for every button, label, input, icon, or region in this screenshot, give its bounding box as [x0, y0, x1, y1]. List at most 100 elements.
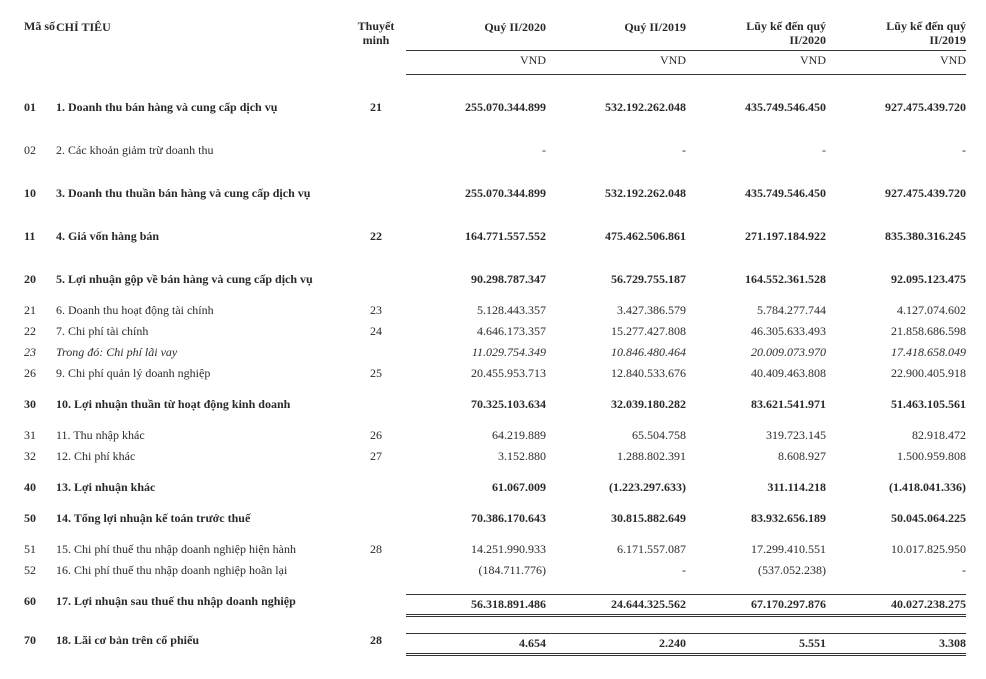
cell-v2: 15.277.427.808 [546, 321, 686, 342]
hdr-q2-2020: Quý II/2020 [406, 20, 546, 50]
cell-v2: 1.288.802.391 [546, 446, 686, 467]
cell-v1: 14.251.990.933 [406, 539, 546, 560]
cell-chi-tieu: 5. Lợi nhuận gộp về bán hàng và cung cấp… [56, 269, 346, 290]
cell-v3: 46.305.633.493 [686, 321, 826, 342]
cell-tm: 25 [346, 363, 406, 384]
cell-chi-tieu: 15. Chi phí thuế thu nhập doanh nghiệp h… [56, 539, 346, 560]
cell-v3: 435.749.546.450 [686, 97, 826, 118]
cell-ms: 26 [24, 363, 56, 384]
cell-v1: 61.067.009 [406, 477, 546, 498]
cell-ms: 32 [24, 446, 56, 467]
cell-ms: 11 [24, 226, 56, 247]
cell-chi-tieu: 13. Lợi nhuận khác [56, 477, 346, 498]
cell-v1: 5.128.443.357 [406, 300, 546, 321]
hdr-ytd-2020-l1: Lũy kế đến quý [746, 19, 826, 33]
cell-v2: 3.427.386.579 [546, 300, 686, 321]
cell-ms: 52 [24, 560, 56, 581]
table-row: 6017. Lợi nhuận sau thuế thu nhập doanh … [24, 591, 966, 620]
cell-chi-tieu: 6. Doanh thu hoạt động tài chính [56, 300, 346, 321]
cell-v3: 319.723.145 [686, 425, 826, 446]
cell-tm: 22 [346, 226, 406, 247]
cell-v4: 4.127.074.602 [826, 300, 966, 321]
table-row: 3212. Chi phí khác273.152.8801.288.802.3… [24, 446, 966, 467]
cell-v2: 32.039.180.282 [546, 394, 686, 415]
cell-ms: 02 [24, 140, 56, 161]
table-row: 5014. Tổng lợi nhuận kế toán trước thuế7… [24, 508, 966, 529]
cell-v4: - [826, 140, 966, 161]
cell-v2: 532.192.262.048 [546, 183, 686, 204]
cell-v2: 6.171.557.087 [546, 539, 686, 560]
hdr-ytd-2020-l2: II/2020 [789, 33, 826, 47]
cell-tm [346, 342, 406, 363]
income-statement-table: Mã số CHỈ TIÊU Thuyết minh Quý II/2020 Q… [24, 20, 966, 659]
cell-ms: 50 [24, 508, 56, 529]
cell-v2: 2.240 [546, 630, 686, 659]
cell-v4: 17.418.658.049 [826, 342, 966, 363]
cell-ms: 51 [24, 539, 56, 560]
cell-chi-tieu: 12. Chi phí khác [56, 446, 346, 467]
table-row: 269. Chi phí quản lý doanh nghiệp2520.45… [24, 363, 966, 384]
cell-ms: 20 [24, 269, 56, 290]
cell-v1: 70.386.170.643 [406, 508, 546, 529]
cell-v2: 12.840.533.676 [546, 363, 686, 384]
cell-v1: - [406, 140, 546, 161]
cell-tm [346, 140, 406, 161]
cell-v3: 83.621.541.971 [686, 394, 826, 415]
cell-ms: 10 [24, 183, 56, 204]
cell-v2: 56.729.755.187 [546, 269, 686, 290]
cell-v2: 30.815.882.649 [546, 508, 686, 529]
cell-ms: 30 [24, 394, 56, 415]
cell-v2: 10.846.480.464 [546, 342, 686, 363]
table-row: 227. Chi phí tài chính244.646.173.35715.… [24, 321, 966, 342]
cell-chi-tieu: 4. Giá vốn hàng bán [56, 226, 346, 247]
table-row: 103. Doanh thu thuần bán hàng và cung cấ… [24, 183, 966, 204]
table-row: 5115. Chi phí thuế thu nhập doanh nghiệp… [24, 539, 966, 560]
table-row: 5216. Chi phí thuế thu nhập doanh nghiệp… [24, 560, 966, 581]
cell-v1: 90.298.787.347 [406, 269, 546, 290]
cell-v2: 24.644.325.562 [546, 591, 686, 620]
cell-v2: 475.462.506.861 [546, 226, 686, 247]
hdr-vnd-4: VND [826, 50, 966, 74]
cell-v1: 255.070.344.899 [406, 97, 546, 118]
cell-v1: (184.711.776) [406, 560, 546, 581]
cell-ms: 23 [24, 342, 56, 363]
cell-tm [346, 591, 406, 620]
cell-tm [346, 477, 406, 498]
cell-chi-tieu: Trong đó: Chi phí lãi vay [56, 342, 346, 363]
cell-tm: 23 [346, 300, 406, 321]
cell-v3: 435.749.546.450 [686, 183, 826, 204]
cell-v3: 83.932.656.189 [686, 508, 826, 529]
cell-chi-tieu: 2. Các khoản giảm trừ doanh thu [56, 140, 346, 161]
table-row: 205. Lợi nhuận gộp về bán hàng và cung c… [24, 269, 966, 290]
cell-v1: 4.646.173.357 [406, 321, 546, 342]
cell-v3: 40.409.463.808 [686, 363, 826, 384]
cell-tm: 24 [346, 321, 406, 342]
cell-ms: 01 [24, 97, 56, 118]
cell-tm [346, 183, 406, 204]
cell-tm [346, 394, 406, 415]
cell-v3: 67.170.297.876 [686, 591, 826, 620]
hdr-vnd-3: VND [686, 50, 826, 74]
cell-tm: 26 [346, 425, 406, 446]
cell-v3: - [686, 140, 826, 161]
cell-ms: 40 [24, 477, 56, 498]
cell-v1: 56.318.891.486 [406, 591, 546, 620]
cell-chi-tieu: 3. Doanh thu thuần bán hàng và cung cấp … [56, 183, 346, 204]
table-row: 011. Doanh thu bán hàng và cung cấp dịch… [24, 97, 966, 118]
cell-tm: 28 [346, 539, 406, 560]
table-row: 4013. Lợi nhuận khác61.067.009(1.223.297… [24, 477, 966, 498]
cell-tm [346, 508, 406, 529]
cell-v3: 5.784.277.744 [686, 300, 826, 321]
cell-v2: 532.192.262.048 [546, 97, 686, 118]
cell-v2: - [546, 140, 686, 161]
cell-tm [346, 269, 406, 290]
cell-v4: 3.308 [826, 630, 966, 659]
cell-chi-tieu: 1. Doanh thu bán hàng và cung cấp dịch v… [56, 97, 346, 118]
hdr-ytd-2019: Lũy kế đến quý II/2019 [826, 20, 966, 50]
cell-v2: - [546, 560, 686, 581]
cell-v2: 65.504.758 [546, 425, 686, 446]
cell-tm: 21 [346, 97, 406, 118]
cell-v3: 311.114.218 [686, 477, 826, 498]
cell-v1: 4.654 [406, 630, 546, 659]
hdr-ytd-2019-l1: Lũy kế đến quý [886, 19, 966, 33]
